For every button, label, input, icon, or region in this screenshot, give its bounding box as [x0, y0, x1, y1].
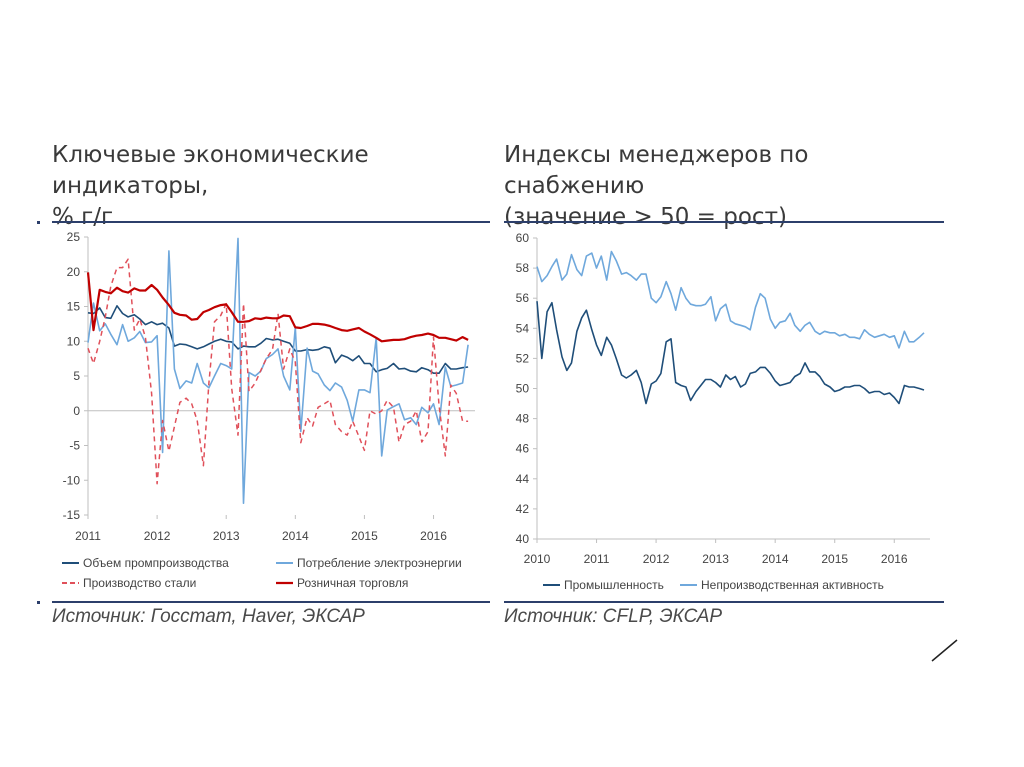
rule-marker: [37, 221, 40, 224]
y-tick-label: -5: [69, 439, 80, 453]
x-tick-label: 2011: [75, 529, 101, 543]
y-tick-label: 58: [516, 261, 530, 275]
x-tick-label: 2014: [762, 552, 789, 566]
y-tick-label: 60: [516, 231, 530, 245]
y-tick-label: 46: [516, 442, 530, 456]
x-tick-label: 2011: [584, 552, 610, 566]
y-tick-label: 50: [516, 382, 530, 396]
rule-marker: [37, 601, 40, 604]
x-tick-label: 2010: [524, 552, 551, 566]
y-tick-label: 56: [516, 291, 530, 305]
y-tick-label: 20: [67, 265, 81, 279]
y-tick-label: 48: [516, 412, 530, 426]
y-tick-label: 15: [67, 300, 81, 314]
x-tick-label: 2012: [643, 552, 670, 566]
x-tick-label: 2012: [144, 529, 171, 543]
y-tick-label: 10: [67, 334, 81, 348]
x-tick-label: 2016: [881, 552, 908, 566]
x-tick-label: 2015: [821, 552, 848, 566]
y-tick-label: -15: [63, 508, 81, 522]
series-line-3: [86, 272, 469, 343]
left-chart-title: Ключевые экономические индикаторы, % г/г: [52, 142, 369, 230]
legend-label: Непроизводственная активность: [701, 578, 884, 592]
left-source-rule: [52, 601, 490, 603]
x-tick-label: 2016: [420, 529, 447, 543]
y-tick-label: 5: [73, 369, 80, 383]
legend-label: Производство стали: [83, 576, 196, 590]
y-tick-label: 44: [516, 472, 530, 486]
x-tick-label: 2015: [351, 529, 378, 543]
y-tick-label: 0: [73, 404, 80, 418]
left-title-rule: [52, 221, 490, 223]
series-line-0: [536, 301, 925, 405]
y-tick-label: 40: [516, 532, 530, 546]
series-line-2: [87, 258, 469, 485]
x-tick-label: 2013: [213, 529, 240, 543]
legend-label: Промышленность: [564, 578, 664, 592]
right-source-rule: [504, 601, 944, 603]
series-line-0: [87, 304, 469, 375]
legend-label: Объем промпроизводства: [83, 556, 229, 570]
y-tick-label: 42: [516, 502, 530, 516]
x-tick-label: 2014: [282, 529, 309, 543]
right-chart-title: Индексы менеджеров по снабжению (значени…: [504, 142, 809, 230]
right-source-note: Источник: CFLP, ЭКСАР: [504, 606, 723, 627]
y-tick-label: -10: [63, 473, 81, 487]
left-source-note: Источник: Госстат, Haver, ЭКСАР: [52, 606, 365, 627]
y-tick-label: 52: [516, 351, 530, 365]
y-tick-label: 54: [516, 321, 530, 335]
x-tick-label: 2013: [702, 552, 729, 566]
legend-label: Потребление электроэнергии: [297, 556, 462, 570]
legend-label: Розничная торговля: [297, 576, 408, 590]
y-tick-label: 25: [67, 230, 81, 244]
right-title-rule: [504, 221, 944, 223]
series-line-1: [536, 250, 925, 349]
series-line-1: [87, 237, 469, 505]
